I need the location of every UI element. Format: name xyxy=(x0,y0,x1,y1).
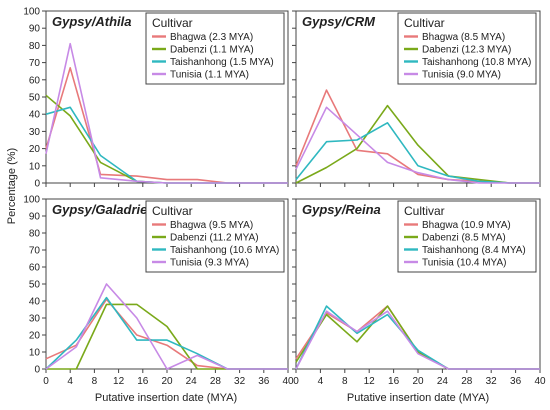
legend-title: Cultivar xyxy=(404,16,445,30)
y-tick-label: 40 xyxy=(29,110,41,121)
y-tick-label: 70 xyxy=(29,58,41,69)
x-tick-label: 28 xyxy=(461,376,473,387)
series-line-4 xyxy=(45,42,288,184)
legend-entry: Bhagwa (2.3 MYA) xyxy=(170,32,253,43)
y-tick-label: 40 xyxy=(29,297,41,308)
y-tick-label: 0 xyxy=(34,179,40,190)
y-tick-label: 30 xyxy=(29,314,41,325)
panel-title: Gypsy/Galadriel xyxy=(52,202,151,217)
panel-3: 0 10 20 30 40 50 60 70 80 90 100 0 4 8 12 16 20 24 28 32 36 4… xyxy=(23,195,294,388)
x-tick-label: 4 xyxy=(67,376,73,387)
legend: Cultivar Bhagwa (10.9 MYA) Dabenzi (8.5 MY… xyxy=(397,200,537,273)
legend-title: Cultivar xyxy=(404,204,445,218)
x-tick-label: 16 xyxy=(388,376,400,387)
x-axis-label-left: Putative insertion date (MYA) xyxy=(95,392,237,404)
panel-title: Gypsy/Athila xyxy=(52,14,131,29)
x-tick-label: 24 xyxy=(437,376,449,387)
x-tick-label: 24 xyxy=(186,376,198,387)
legend: Cultivar Bhagwa (9.5 MYA) Dabenzi (11.2 MY… xyxy=(145,200,285,273)
x-axis-label-right: Putative insertion date (MYA) xyxy=(347,392,489,404)
y-tick-label: 0 xyxy=(34,365,40,376)
y-tick-label: 20 xyxy=(29,331,41,342)
x-tick-label: 0 xyxy=(293,376,299,387)
x-tick-label: 40 xyxy=(534,376,546,387)
legend: Cultivar Bhagwa (2.3 MYA) Dabenzi (1.1 MYA… xyxy=(145,12,285,85)
legend-title: Cultivar xyxy=(152,204,193,218)
legend-title: Cultivar xyxy=(152,16,193,30)
x-tick-label: 20 xyxy=(412,376,424,387)
legend-entry: Tunisia (9.0 MYA) xyxy=(422,70,501,81)
y-tick-label: 100 xyxy=(23,195,40,206)
series-line-4 xyxy=(295,106,540,184)
panel-4: 0 4 8 12 16 20 24 28 32 36 40 Gypsy/Reina Cultivar Bh… xyxy=(292,198,546,387)
x-tick-label: 40 xyxy=(282,376,294,387)
series-line-4 xyxy=(295,310,540,370)
legend-entry: Taishanhong (10.8 MYA) xyxy=(422,57,531,68)
legend-box xyxy=(145,12,285,85)
y-tick-label: 50 xyxy=(29,93,41,104)
y-axis-label-left: Percentage (%) xyxy=(6,148,18,224)
y-tick-label: 60 xyxy=(29,263,41,274)
legend-entry: Taishanhong (10.6 MYA) xyxy=(170,245,279,256)
panel-title: Gypsy/CRM xyxy=(302,14,376,29)
x-tick-label: 0 xyxy=(43,376,49,387)
x-tick-label: 36 xyxy=(510,376,522,387)
x-tick-label: 20 xyxy=(161,376,173,387)
panel-2: Gypsy/CRM Cultivar Bhagwa (8.5 MYA) Dabenzi… xyxy=(292,10,541,187)
series-line-4 xyxy=(45,283,288,370)
legend-entry: Dabenzi (11.2 MYA) xyxy=(170,233,259,244)
legend-entry: Tunisia (9.3 MYA) xyxy=(170,258,249,269)
x-tick-label: 12 xyxy=(113,376,125,387)
y-tick-label: 70 xyxy=(29,246,41,257)
y-tick-label: 80 xyxy=(29,229,41,240)
y-tick-label: 100 xyxy=(23,7,40,18)
x-tick-label: 32 xyxy=(234,376,246,387)
x-tick-label: 28 xyxy=(210,376,222,387)
legend-entry: Taishanhong (8.4 MYA) xyxy=(422,245,526,256)
series-line-1 xyxy=(295,89,540,184)
legend-box xyxy=(397,12,537,85)
legend-entry: Dabenzi (8.5 MYA) xyxy=(422,233,506,244)
x-tick-label: 8 xyxy=(342,376,348,387)
legend-entry: Bhagwa (8.5 MYA) xyxy=(422,32,505,43)
y-tick-label: 90 xyxy=(29,212,41,223)
legend-entry: Bhagwa (9.5 MYA) xyxy=(170,220,253,231)
legend-box xyxy=(145,200,285,273)
y-tick-label: 50 xyxy=(29,280,41,291)
legend-entry: Dabenzi (1.1 MYA) xyxy=(170,45,254,56)
series-line-3 xyxy=(45,106,288,184)
y-tick-label: 10 xyxy=(29,348,41,359)
legend: Cultivar Bhagwa (8.5 MYA) Dabenzi (12.3 MY… xyxy=(397,12,537,85)
legend-entry: Taishanhong (1.5 MYA) xyxy=(170,57,274,68)
legend-entry: Tunisia (10.4 MYA) xyxy=(422,258,506,269)
x-tick-label: 16 xyxy=(137,376,149,387)
x-tick-label: 8 xyxy=(92,376,98,387)
legend-entry: Bhagwa (10.9 MYA) xyxy=(422,220,511,231)
y-tick-label: 20 xyxy=(29,144,41,155)
legend-entry: Tunisia (1.1 MYA) xyxy=(170,70,249,81)
x-tick-label: 4 xyxy=(318,376,324,387)
series-line-2 xyxy=(295,104,540,184)
x-tick-label: 32 xyxy=(486,376,498,387)
y-tick-label: 60 xyxy=(29,75,41,86)
x-tick-label: 36 xyxy=(258,376,270,387)
y-tick-label: 10 xyxy=(29,161,41,172)
y-tick-label: 80 xyxy=(29,41,41,52)
x-tick-label: 12 xyxy=(364,376,376,387)
legend-box xyxy=(397,200,537,273)
panel-title: Gypsy/Reina xyxy=(302,202,381,217)
legend-entry: Dabenzi (12.3 MYA) xyxy=(422,45,511,56)
panel-1: 0 10 20 30 40 50 60 70 80 90 100 Gypsy/Athila Cultiv… xyxy=(23,7,289,190)
y-tick-label: 90 xyxy=(29,24,41,35)
y-tick-label: 30 xyxy=(29,127,41,138)
